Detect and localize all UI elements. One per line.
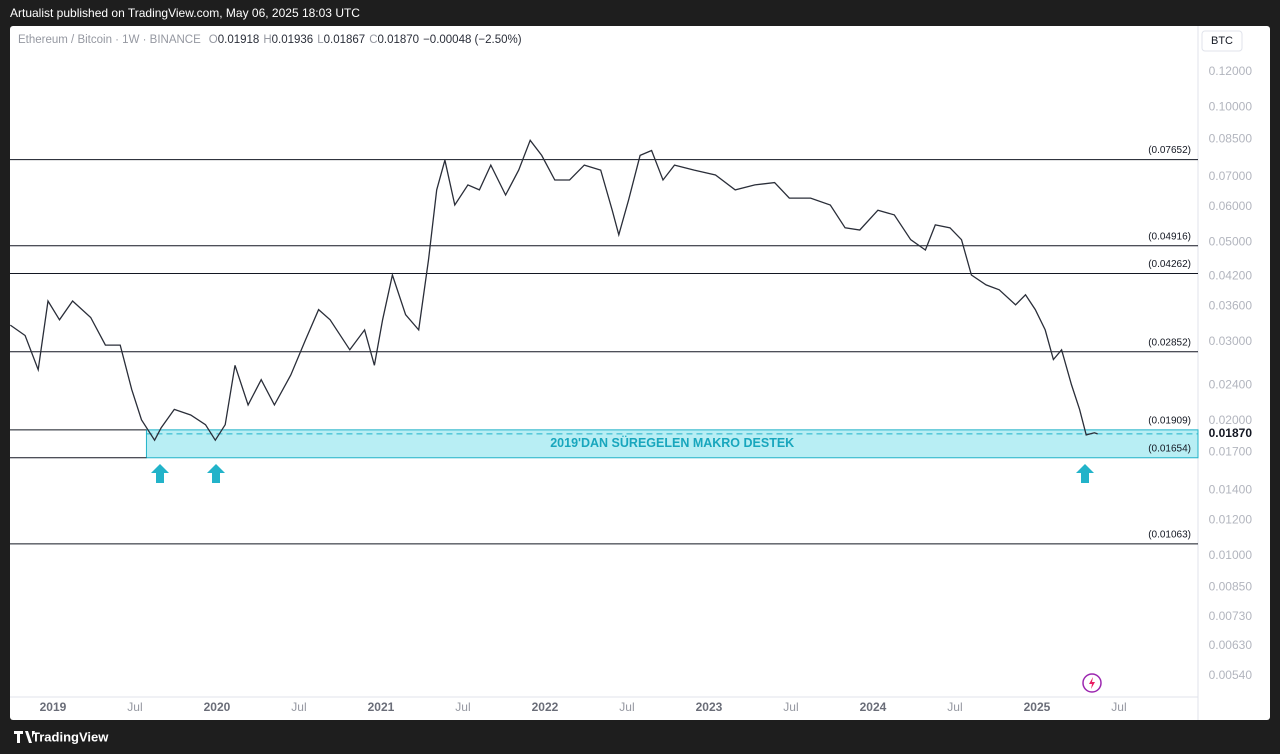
- y-tick-label: 0.03600: [1209, 299, 1253, 313]
- x-tick-label: 2021: [368, 700, 395, 714]
- symbol: Ethereum / Bitcoin · 1W · BINANCE: [18, 34, 201, 46]
- arrow: [1076, 464, 1094, 483]
- level-label: (0.01063): [1148, 529, 1191, 540]
- x-tick-label: 2020: [204, 700, 231, 714]
- x-tick-label: 2019: [40, 700, 67, 714]
- x-tick-label: Jul: [455, 700, 470, 714]
- y-tick-label: 0.01000: [1209, 548, 1253, 562]
- arrow: [151, 464, 169, 483]
- brand: TradingView: [32, 729, 109, 744]
- level-label: (0.01654): [1148, 443, 1191, 454]
- change: −0.00048 (−2.50%): [423, 34, 522, 46]
- y-tick-label: 0.12000: [1209, 64, 1253, 78]
- level-label: (0.07652): [1148, 145, 1191, 156]
- legend: Ethereum / Bitcoin · 1W · BINANCE O0.0191…: [18, 34, 522, 46]
- flash-icon[interactable]: [1082, 673, 1102, 693]
- y-tick-label: 0.05000: [1209, 235, 1253, 249]
- arrow: [207, 464, 225, 483]
- y-tick-label: 0.01700: [1209, 445, 1253, 459]
- price-line: [9, 138, 1098, 442]
- y-tick-label: 0.00730: [1209, 609, 1253, 623]
- x-tick-label: Jul: [619, 700, 634, 714]
- y-tick-label: 0.02400: [1209, 377, 1253, 391]
- level-label: (0.01909): [1148, 415, 1191, 426]
- ohlc-value: 0.01936: [272, 34, 314, 46]
- y-tick-label: 0.00540: [1209, 668, 1253, 682]
- ohlc-key: H: [263, 34, 271, 46]
- x-tick-label: Jul: [291, 700, 306, 714]
- flash-bolt: [1089, 677, 1095, 689]
- ohlc-value: 0.01867: [324, 34, 366, 46]
- currency: BTC: [1211, 35, 1233, 47]
- level-label: (0.02852): [1148, 337, 1191, 348]
- y-tick-label: 0.02000: [1209, 413, 1253, 427]
- chart-panel: [10, 26, 1270, 720]
- x-tick-label: 2023: [696, 700, 723, 714]
- tv-logo: [14, 731, 35, 743]
- plot: 2019'DAN SÜREGELEN MAKRO DESTEK (0.07652)…: [9, 138, 1253, 545]
- y-tick-label: 0.07000: [1209, 169, 1253, 183]
- y-tick-label: 0.06000: [1209, 199, 1253, 213]
- x-tick-label: 2022: [532, 700, 559, 714]
- x-tick-label: Jul: [947, 700, 962, 714]
- publisher: Artualist published on TradingView.com, …: [10, 6, 360, 20]
- y-tick-label: 0.01200: [1209, 512, 1253, 526]
- x-tick-label: Jul: [1111, 700, 1126, 714]
- support-zone: [145, 429, 1199, 459]
- x-tick-label: 2025: [1024, 700, 1051, 714]
- y-tick-label: 0.01400: [1209, 482, 1253, 496]
- x-tick-label: Jul: [783, 700, 798, 714]
- legend-text: Ethereum / Bitcoin · 1W · BINANCE O0.0191…: [18, 34, 522, 46]
- ohlc-key: O: [209, 34, 218, 46]
- level-label: (0.04916): [1148, 231, 1191, 242]
- y-tick-label: 0.03000: [1209, 334, 1253, 348]
- x-tick-label: 2024: [860, 700, 887, 714]
- x-tick-label: Jul: [127, 700, 142, 714]
- currency-box[interactable]: [1201, 30, 1243, 52]
- zone-label: 2019'DAN SÜREGELEN MAKRO DESTEK: [550, 435, 794, 450]
- y-tick-label: 0.00850: [1209, 580, 1253, 594]
- ohlc-key: L: [317, 34, 324, 46]
- y-tick-label: 0.08500: [1209, 131, 1253, 145]
- ohlc-value: 0.01918: [218, 34, 260, 46]
- y-tick-label: 0.04200: [1209, 269, 1253, 283]
- y-tick-label: 0.00630: [1209, 638, 1253, 652]
- level-label: (0.04262): [1148, 259, 1191, 270]
- ohlc-value: 0.01870: [378, 34, 420, 46]
- last-price-label: 0.01870: [1209, 426, 1253, 440]
- y-tick-label: 0.10000: [1209, 100, 1253, 114]
- ohlc-key: C: [369, 34, 377, 46]
